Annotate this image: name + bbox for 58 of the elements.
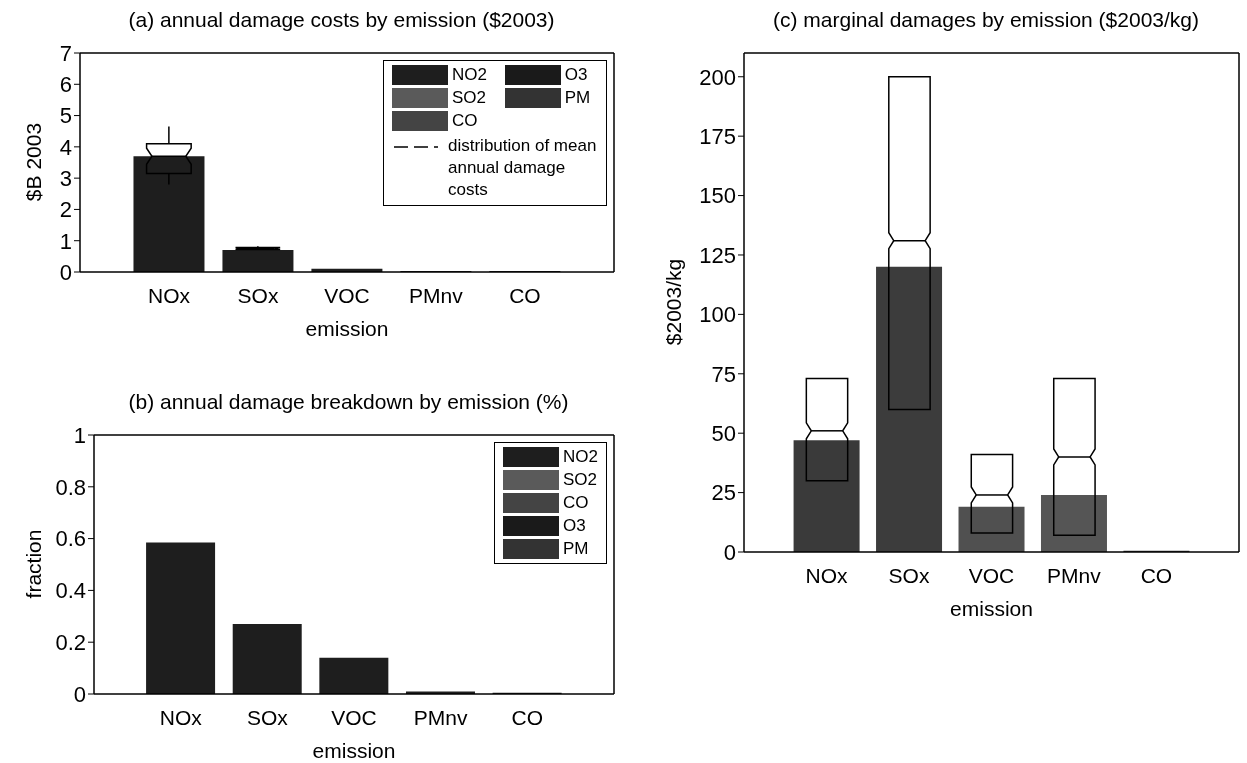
y-axis-title: fraction (22, 529, 46, 599)
legend-label: NO2 (452, 65, 487, 85)
y-tick-label: 0 (59, 259, 72, 285)
chart-title: (a) annual damage costs by emission ($2003) (127, 8, 556, 33)
y-tick-label: 0.2 (55, 630, 86, 656)
y-tick-label: 25 (711, 480, 736, 506)
x-tick-label: VOC (324, 283, 370, 307)
legend-label: NO2 (563, 447, 598, 467)
legend-label: CO (452, 111, 478, 131)
y-tick-label: 5 (59, 103, 72, 129)
x-tick-label: PMnv (413, 705, 468, 729)
y-tick-label: 0.4 (55, 578, 86, 604)
chart-title: (b) annual damage breakdown by emission (%) (127, 390, 570, 415)
y-tick-label: 6 (59, 72, 72, 98)
y-tick-label: 7 (59, 40, 72, 66)
legend-label: O3 (563, 516, 586, 536)
x-tick-label: SOx (237, 283, 279, 307)
legend-label: SO2 (563, 470, 598, 490)
x-tick-label: SOx (246, 705, 289, 729)
y-tick-label: 100 (699, 302, 736, 328)
y-tick-label: 175 (699, 123, 736, 149)
y-tick-label: 4 (59, 134, 72, 160)
chart-title: (c) marginal damages by emission ($2003/kg) (772, 8, 1200, 33)
x-axis-title: emission (312, 739, 396, 762)
y-tick-label: 3 (59, 165, 72, 191)
y-tick-label: 75 (711, 361, 736, 387)
x-tick-label: CO (1140, 563, 1173, 587)
y-axis-title: $2003/kg (662, 258, 686, 346)
legend-label: SO2 (452, 88, 487, 108)
x-axis-title: emission (950, 597, 1033, 620)
x-tick-label: SOx (888, 563, 930, 587)
x-tick-label: VOC (331, 705, 377, 729)
y-tick-label: 50 (711, 421, 736, 446)
x-tick-label: CO (509, 283, 541, 307)
x-axis-title: emission (305, 317, 389, 340)
x-tick-label: PMnv (1047, 563, 1102, 587)
x-tick-label: PMnv (409, 283, 464, 307)
x-tick-label: NOx (805, 563, 849, 587)
legend-label: PM (563, 539, 589, 559)
x-tick-label: CO (511, 705, 544, 729)
legend-label: distribution of mean annual damage costs (448, 135, 598, 201)
y-tick-label: 0.6 (55, 526, 86, 552)
x-tick-label: NOx (159, 705, 203, 729)
x-tick-label: NOx (148, 283, 191, 307)
y-tick-label: 125 (699, 242, 736, 268)
x-tick-label: VOC (968, 563, 1015, 587)
y-tick-label: 150 (699, 183, 736, 209)
legend-label: CO (563, 493, 589, 513)
y-tick-label: 0 (73, 681, 86, 707)
y-tick-label: 1 (59, 228, 72, 254)
legend-label: O3 (564, 65, 588, 85)
legend-label: PM (564, 88, 591, 108)
y-tick-label: 2 (59, 197, 72, 223)
y-tick-label: 0 (723, 539, 736, 565)
y-tick-label: 200 (699, 64, 736, 90)
y-tick-label: 1 (73, 422, 86, 448)
y-tick-label: 0.8 (55, 474, 86, 500)
y-axis-title: $B 2003 (22, 122, 46, 202)
